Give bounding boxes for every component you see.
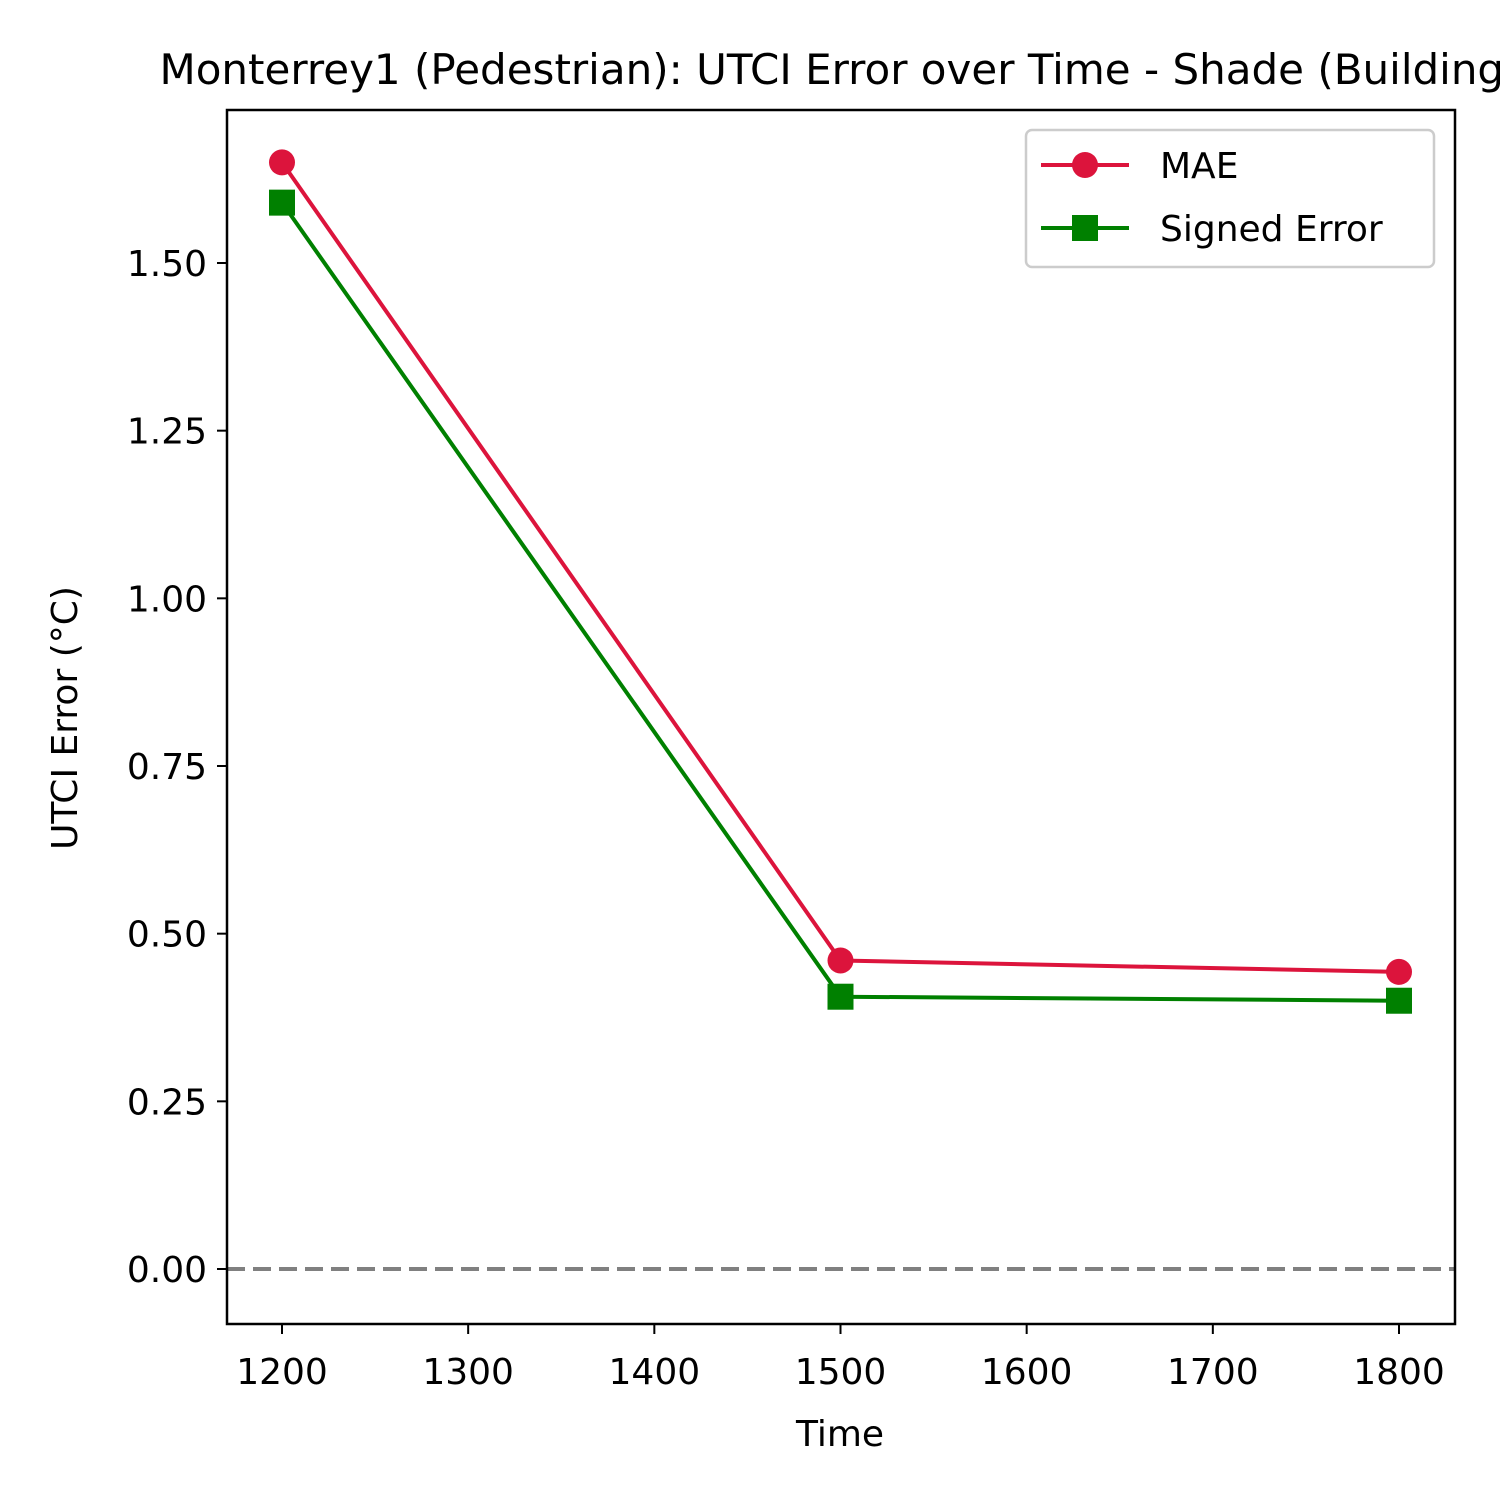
y-tick-label: 0.00: [127, 1250, 207, 1291]
legend: MAE Signed Error: [1024, 128, 1436, 269]
chart-title: Monterrey1 (Pedestrian): UTCI Error over…: [160, 45, 1500, 94]
series-2-point: [827, 983, 854, 1010]
legend-marker-1: [1072, 152, 1098, 178]
series-1-point: [827, 947, 854, 974]
plot-area: [227, 149, 1455, 1271]
y-tick-label: 0.25: [127, 1082, 207, 1123]
y-tick-label: 0.75: [127, 747, 207, 788]
y-tick-label: 1.50: [127, 244, 207, 285]
y-tick-label: 0.50: [127, 915, 207, 956]
y-axis-label: UTCI Error (°C): [45, 586, 86, 850]
x-tick-label: 1600: [981, 1352, 1073, 1393]
y-tick-label: 1.25: [127, 412, 207, 453]
plot-frame: [225, 108, 1457, 1326]
legend-marker-2: [1072, 215, 1098, 241]
x-tick-label: 1700: [1167, 1352, 1259, 1393]
x-tick-label: 1400: [609, 1352, 701, 1393]
x-tick-label: 1300: [422, 1352, 514, 1393]
x-tick-label: 1500: [795, 1352, 887, 1393]
series-2-point: [1386, 987, 1412, 1014]
series-1-point: [269, 149, 295, 176]
series-line-2: [280, 201, 1400, 1003]
x-tick-label: 1800: [1353, 1352, 1445, 1393]
axes: 1200 1300 1400 1500 1600 1700 1800 0.00 0.25 0.50…: [127, 108, 1457, 1393]
series-1-point: [1386, 958, 1412, 985]
legend-label-1: MAE: [1160, 146, 1238, 187]
legend-label-2: Signed Error: [1160, 209, 1383, 250]
x-tick-label: 1200: [236, 1352, 328, 1393]
y-tick-label: 1.00: [127, 579, 207, 620]
series-line-1: [280, 161, 1400, 974]
x-axis-label: Time: [795, 1414, 884, 1455]
series-2-point: [269, 189, 295, 216]
